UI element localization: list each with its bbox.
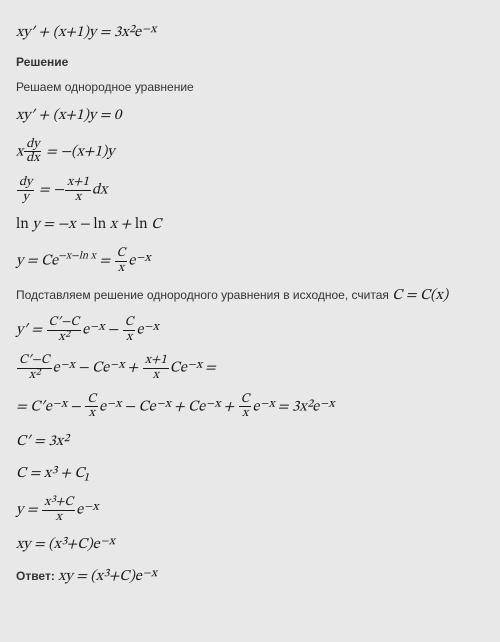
fraction: Cx (239, 393, 252, 421)
eq-part: = (96, 254, 114, 269)
numerator: dy (17, 176, 34, 191)
equation-cprime: C′ = 3x² (16, 431, 484, 454)
numerator: C (115, 247, 128, 262)
fraction: C′−Cx² (47, 316, 82, 344)
eq-part: e⁻ˣ − (82, 323, 122, 338)
eq-part: e⁻ˣ (136, 323, 158, 338)
answer-math: xy = (x³+C)e⁻ˣ (58, 569, 156, 584)
equation-subst-line2: = C′e⁻ˣ − Cxe⁻ˣ − Ce⁻ˣ + Ce⁻ˣ + Cxe⁻ˣ = … (16, 393, 484, 421)
equation-xy: xy = (x³+C)e⁻ˣ (16, 534, 484, 557)
eq-part: = − (35, 183, 64, 198)
eq-part: e⁻ˣ (76, 503, 98, 518)
fraction: Cx (115, 247, 128, 275)
heading-solution: Решение (16, 55, 484, 69)
text-substitute: Подставляем решение однородного уравнени… (16, 285, 484, 306)
eq-part: e⁻ˣ − Ce⁻ˣ + (53, 361, 142, 376)
eq-part: e⁻ˣ = 3x²e⁻ˣ (252, 399, 333, 414)
denominator: dx (24, 152, 41, 166)
fraction: Cx (85, 393, 98, 421)
denominator: x (143, 369, 169, 383)
answer-line: Ответ: xy = (x³+C)e⁻ˣ (16, 567, 484, 586)
numerator: x+1 (65, 176, 91, 191)
equation-y-final: y = x³+Cxe⁻ˣ (16, 496, 484, 524)
denominator: x² (17, 369, 52, 383)
denominator: x (42, 511, 75, 525)
fraction: dydx (24, 138, 41, 166)
text-part: Подставляем решение однородного уравнени… (16, 288, 392, 302)
denominator: x (239, 407, 252, 421)
equation-dydx: xdydx = −(x+1)y (16, 138, 484, 166)
fraction: C′−Cx² (17, 354, 52, 382)
denominator: x (65, 191, 91, 205)
eq-part: y = (16, 503, 41, 518)
equation-yprime: y′ = C′−Cx²e⁻ˣ − Cxe⁻ˣ (16, 316, 484, 344)
eq-part: = −(x+1)y (42, 144, 114, 159)
equation-subst-line1: C′−Cx²e⁻ˣ − Ce⁻ˣ + x+1xCe⁻ˣ = (16, 354, 484, 382)
equation-separated: dyy = −x+1xdx (16, 176, 484, 204)
numerator: dy (24, 138, 41, 153)
numerator: C′−C (17, 354, 52, 369)
fraction: dyy (17, 176, 34, 204)
denominator: y (17, 191, 34, 205)
numerator: C (239, 393, 252, 408)
eq-part: Ce⁻ˣ = (170, 361, 216, 376)
equation-y-homog: y = Ce−x−ln x = Cxe⁻ˣ (16, 247, 484, 275)
eq-part: x (16, 144, 23, 159)
eq-part: dx (92, 183, 107, 198)
denominator: x (85, 407, 98, 421)
fraction: x+1x (65, 176, 91, 204)
text-homogeneous: Решаем однородное уравнение (16, 79, 484, 96)
fraction: x³+Cx (42, 496, 75, 524)
numerator: x+1 (143, 354, 169, 369)
numerator: C′−C (47, 316, 82, 331)
denominator: x (123, 331, 136, 345)
denominator: x² (47, 331, 82, 345)
fraction: x+1x (143, 354, 169, 382)
eq-part: y′ = (16, 323, 46, 338)
eq-part: e⁻ˣ (128, 254, 150, 269)
fraction: Cx (123, 316, 136, 344)
eq-part: = C′e⁻ˣ − (16, 399, 84, 414)
equation-ln: ln y = −x − ln x + ln C (16, 214, 484, 237)
equation-main: xy′ + (x+1)y = 3x²e⁻ˣ (16, 22, 484, 45)
equation-homogeneous: xy′ + (x+1)y = 0 (16, 105, 484, 128)
numerator: x³+C (42, 496, 75, 511)
numerator: C (85, 393, 98, 408)
exponent: −x−ln x (58, 251, 96, 262)
numerator: C (123, 316, 136, 331)
equation-c-integrated: C = x³ + C₁ (16, 463, 484, 486)
eq-part: y = Ce (16, 254, 58, 269)
denominator: x (115, 262, 128, 276)
math-inline-cx: C = C(x) (392, 288, 448, 303)
answer-label: Ответ: (16, 569, 58, 583)
eq-part: e⁻ˣ − Ce⁻ˣ + Ce⁻ˣ + (99, 399, 238, 414)
